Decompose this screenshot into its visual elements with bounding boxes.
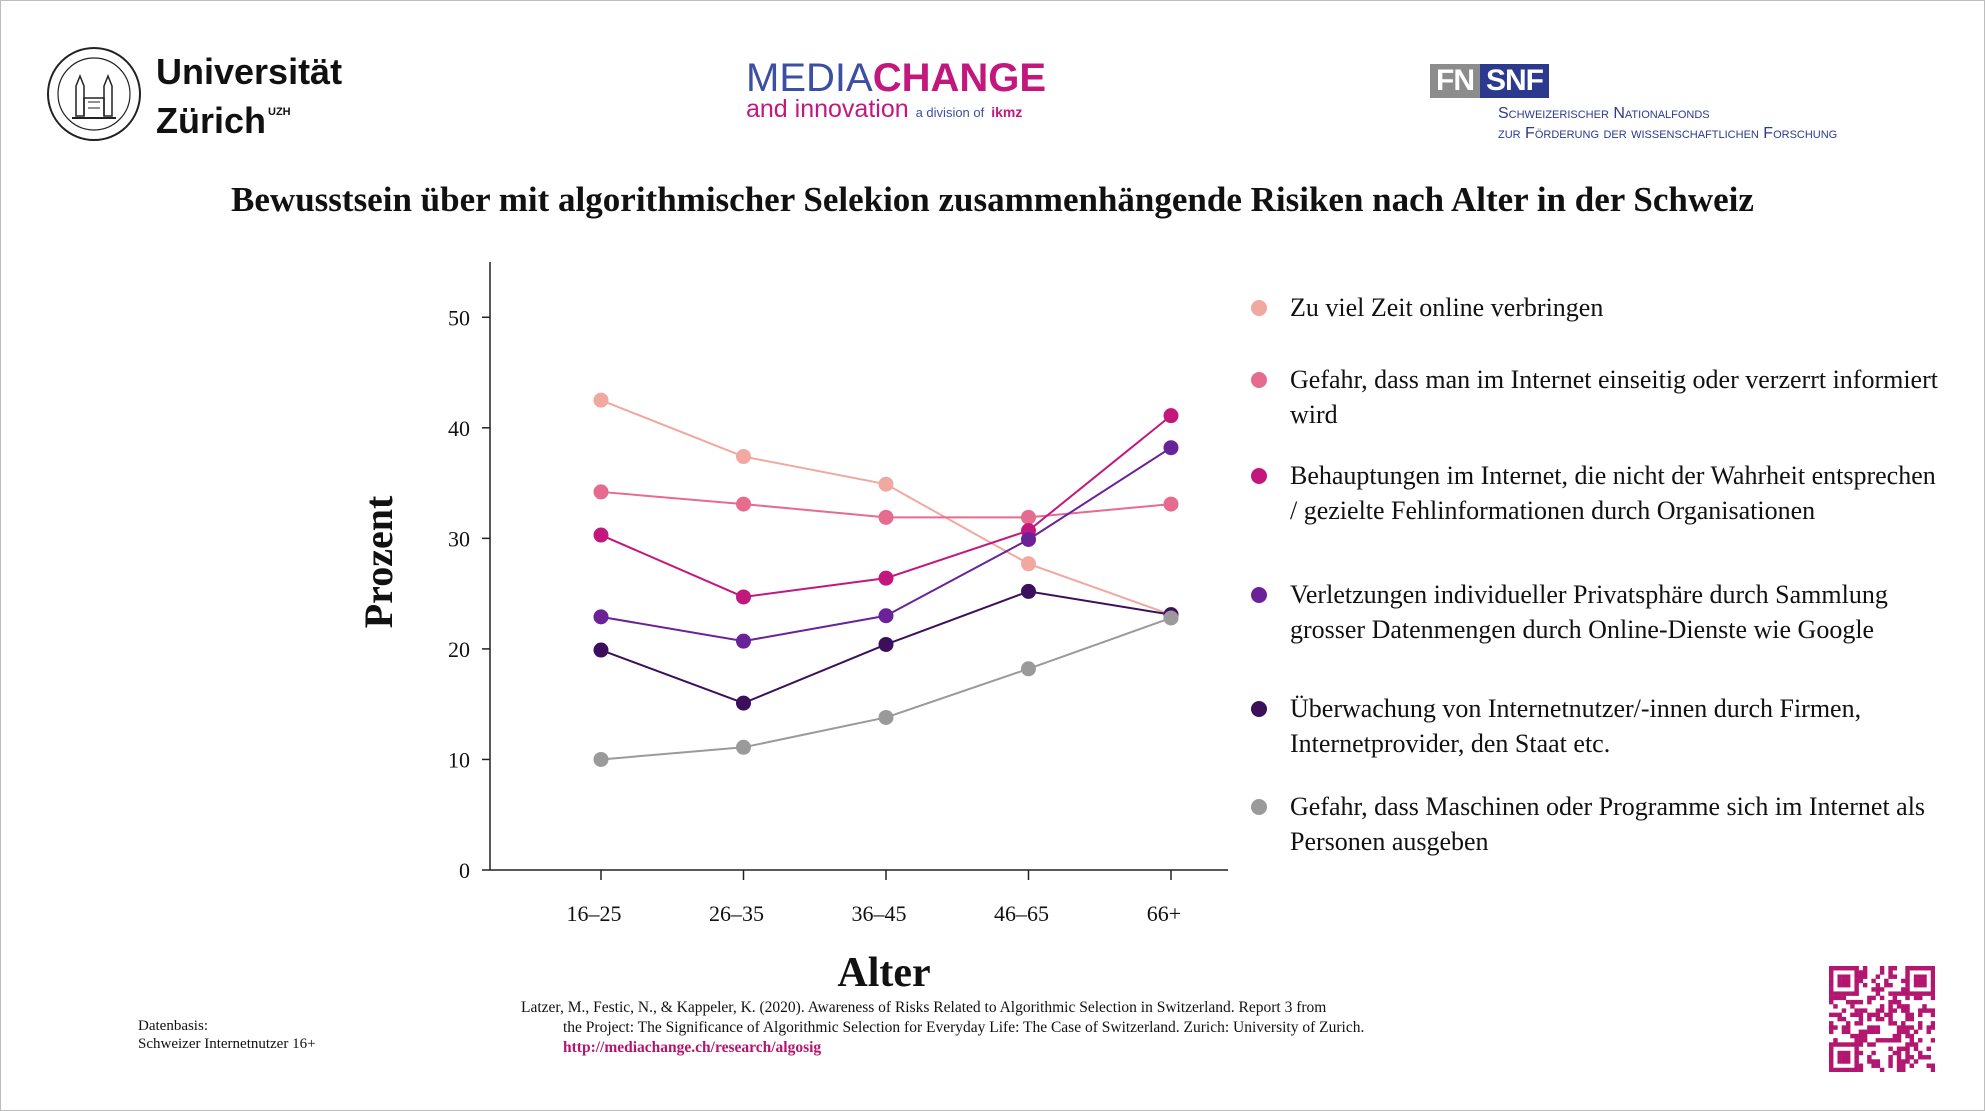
uzh-name: Universität Zürich UZH (156, 52, 342, 141)
y-tick-label: 0 (459, 858, 470, 883)
data-point-s1-3 (878, 476, 894, 492)
legend-label: Gefahr, dass man im Internet einseitig o… (1290, 365, 1938, 429)
legend-dot-icon (1251, 701, 1267, 717)
data-point-s4-5 (1163, 440, 1179, 456)
uzh-logo: Universität Zürich UZH (46, 44, 366, 144)
snf-mark: FN SNF (1430, 64, 1549, 98)
x-tick-label: 66+ (1147, 901, 1181, 926)
data-point-s6-5 (1163, 610, 1179, 626)
mc-change-text: CHANGE (872, 56, 1047, 100)
data-point-s6-3 (878, 709, 894, 725)
data-point-s6-1 (593, 751, 609, 767)
data-point-s5-1 (593, 642, 609, 658)
legend-label: Gefahr, dass Maschinen oder Programme si… (1290, 792, 1926, 856)
data-point-s5-2 (736, 695, 751, 711)
legend-dot-icon (1251, 587, 1267, 603)
uzh-sup: UZH (268, 106, 291, 118)
y-tick-label: 10 (448, 747, 470, 772)
data-point-s3-2 (736, 589, 751, 605)
data-point-s2-2 (736, 496, 751, 512)
data-point-s1-2 (736, 449, 751, 465)
chart-axes: 0 10 20 30 40 50 16–25 26–35 36–45 46–65 66+ (448, 262, 1228, 926)
data-point-s4-2 (736, 633, 751, 649)
legend-label: Zu viel Zeit online verbringen (1290, 293, 1604, 322)
x-tick-label: 36–45 (852, 901, 907, 926)
series-points (593, 392, 1179, 767)
uzh-line1: Universität (156, 51, 343, 92)
data-point-s2-1 (593, 484, 609, 500)
x-tick-label: 46–65 (994, 901, 1049, 926)
legend-label: Überwachung von Internetnutzer/-innen du… (1290, 694, 1862, 758)
data-point-s2-5 (1163, 496, 1179, 512)
x-tick-label: 16–25 (567, 901, 622, 926)
data-point-s2-3 (878, 509, 894, 525)
mediachange-logo: MEDIACHANGE and innovation a division of… (746, 58, 1086, 128)
citation: Latzer, M., Festic, N., & Kappeler, K. (… (521, 998, 1471, 1058)
mc-division-text: a division of (915, 105, 985, 120)
mc-and-text: and innovation (746, 95, 909, 123)
data-point-s5-4 (1021, 583, 1036, 599)
data-point-s1-4 (1021, 556, 1036, 572)
mc-ikmz-text: ikmz (991, 104, 1023, 120)
series-line-3 (600, 414, 1172, 598)
uzh-line2: Zürich (156, 100, 267, 141)
chart-title: Bewusstsein über mit algorithmischer Sel… (231, 180, 1754, 219)
data-point-s3-5 (1163, 408, 1179, 424)
data-point-s5-3 (878, 636, 894, 652)
legend-dot-icon (1251, 372, 1267, 388)
data-point-s3-1 (593, 527, 609, 543)
snf-fn: FN (1430, 64, 1480, 98)
y-axis-title: Prozent (356, 495, 401, 628)
snf-line2: zur Förderung der wissenschaftlichen For… (1498, 125, 1838, 142)
x-tick-label: 26–35 (709, 901, 764, 926)
snf-snf: SNF (1480, 64, 1549, 98)
data-point-s4-3 (878, 608, 894, 624)
legend-dot-icon (1251, 468, 1267, 484)
citation-line1: Latzer, M., Festic, N., & Kappeler, K. (… (521, 999, 1327, 1016)
data-point-s2-4 (1021, 509, 1036, 525)
qr-code-icon[interactable] (1829, 966, 1935, 1072)
data-source-note: Datenbasis: Schweizer Internetnutzer 16+ (138, 1017, 316, 1053)
snf-text: Schweizerischer Nationalfonds zur Förder… (1498, 104, 1837, 144)
data-point-s3-3 (878, 570, 894, 586)
uzh-seal-icon (47, 47, 141, 141)
data-point-s6-4 (1021, 661, 1036, 677)
legend-label: Verletzungen individueller Privatsphäre … (1290, 580, 1888, 644)
legend-label: Behauptungen im Internet, die nicht der … (1290, 461, 1936, 525)
mc-media-text: MEDIA (746, 56, 873, 100)
legend-dot-icon (1251, 300, 1267, 316)
data-point-s1-1 (593, 392, 609, 408)
datenbasis-line1: Datenbasis: (138, 1018, 208, 1034)
y-tick-label: 20 (448, 637, 470, 662)
y-tick-label: 30 (448, 526, 470, 551)
y-tick-label: 50 (448, 305, 470, 330)
citation-rest: the Project: The Significance of Algorit… (563, 1019, 1365, 1036)
snf-line1: Schweizerischer Nationalfonds (1498, 105, 1710, 122)
y-tick-label: 40 (448, 416, 470, 441)
data-point-s4-1 (593, 609, 609, 625)
snf-logo: FN SNF Schweizerischer Nationalfonds zur … (1430, 64, 1950, 154)
data-point-s6-2 (736, 739, 751, 755)
data-point-s4-4 (1021, 531, 1036, 547)
legend-dot-icon (1251, 799, 1267, 815)
citation-link[interactable]: http://mediachange.ch/research/algosig (563, 1039, 822, 1056)
x-axis-title: Alter (837, 950, 930, 996)
datenbasis-line2: Schweizer Internetnutzer 16+ (138, 1036, 316, 1052)
